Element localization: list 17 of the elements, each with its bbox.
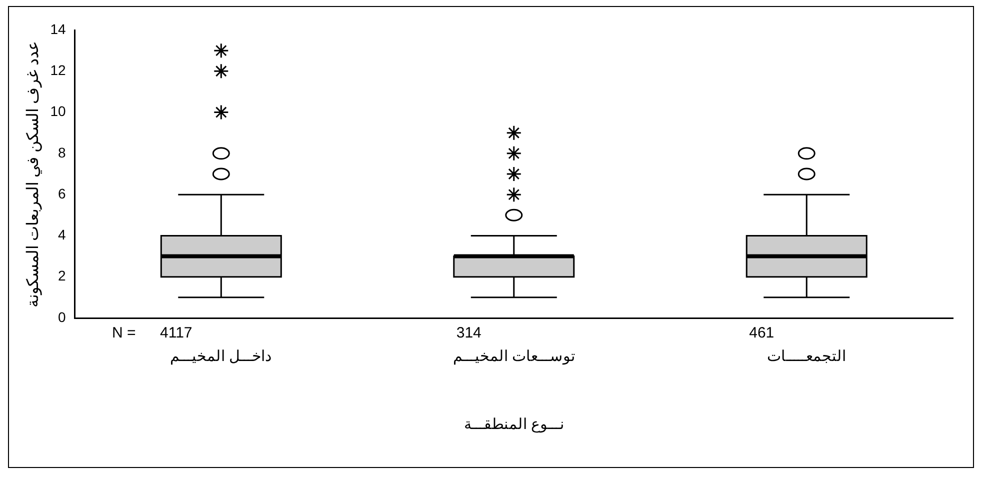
x-tick-label: توســـعات المخيـــم <box>452 348 575 366</box>
y-tick-label: 12 <box>50 62 66 78</box>
y-tick-label: 8 <box>58 144 66 160</box>
y-tick-label: 14 <box>50 20 66 37</box>
x-axis-title: نـــوع المنطقـــة <box>464 416 564 434</box>
y-tick-label: 10 <box>50 103 66 120</box>
text: 4117 <box>160 324 192 342</box>
y-tick-label: 2 <box>58 268 66 284</box>
y-tick-label: 4 <box>58 226 66 243</box>
text: 314 <box>456 324 482 342</box>
y-tick-label: 6 <box>58 185 66 202</box>
x-tick-label: التجمعـــــات <box>767 348 846 366</box>
y-tick-label: 0 <box>58 308 66 325</box>
text: N = <box>112 324 136 342</box>
text: 461 <box>749 324 774 342</box>
y-axis-title: عدد غرف السكن في المربعات المسكونة <box>25 40 42 308</box>
x-tick-label: داخـــل المخيـــم <box>170 348 272 366</box>
